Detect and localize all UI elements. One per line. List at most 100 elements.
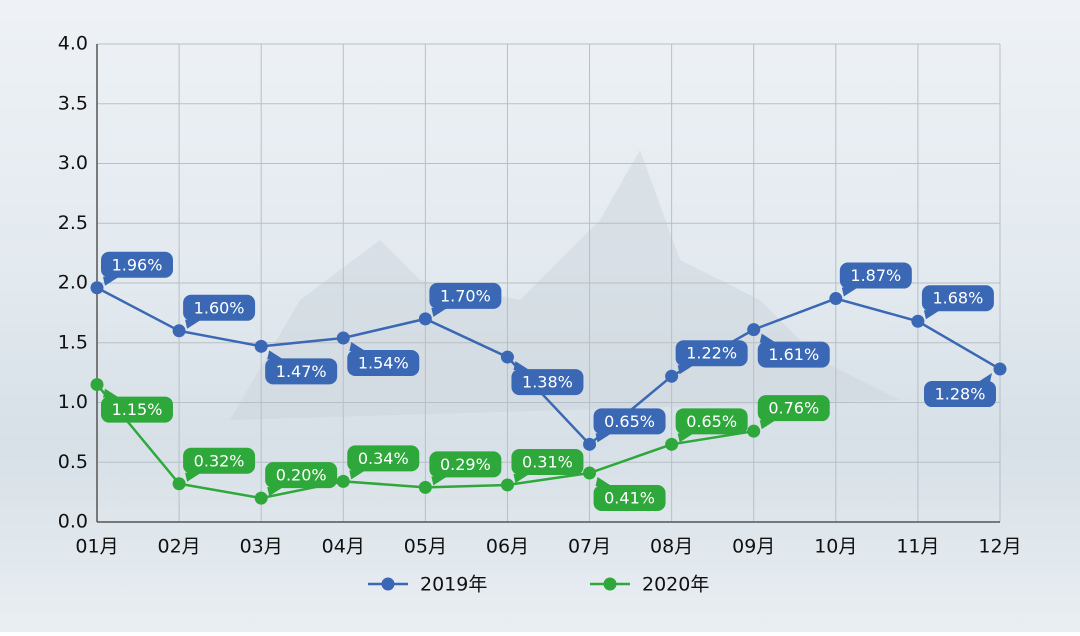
x-tick-label: 03月 xyxy=(240,536,283,558)
label-pointer xyxy=(431,307,448,317)
series-line xyxy=(96,286,1001,447)
data-point xyxy=(665,437,679,451)
legend-marker xyxy=(381,577,395,591)
label-pointer xyxy=(513,473,530,483)
label-pointer xyxy=(103,388,119,398)
data-label: 1.60% xyxy=(194,298,245,317)
x-tick-label: 10月 xyxy=(814,536,857,558)
label-pointer xyxy=(349,341,366,351)
data-label: 0.34% xyxy=(358,449,409,468)
data-label: 1.38% xyxy=(522,373,573,392)
y-tick-label: 2.0 xyxy=(58,272,88,294)
data-point xyxy=(747,424,761,438)
label-box xyxy=(183,447,256,474)
x-tick-label: 12月 xyxy=(978,536,1021,558)
label-pointer xyxy=(185,472,202,482)
label-box xyxy=(839,262,912,289)
data-label: 1.22% xyxy=(686,344,737,363)
data-point xyxy=(172,477,186,491)
label-pointer xyxy=(595,477,612,487)
y-tick-label: 3.5 xyxy=(58,92,88,114)
label-pointer xyxy=(103,276,119,286)
label-pointer xyxy=(978,373,992,383)
label-box xyxy=(347,445,420,472)
x-tick-label: 02月 xyxy=(157,536,200,558)
plot: 0.0 0.5 1.0 1.5 2.0 2.5 3.0 3.5 4.0 01月 02月 03月 04月 0… xyxy=(58,33,1022,596)
data-label: 0.41% xyxy=(604,489,655,508)
data-label: 0.65% xyxy=(686,412,737,431)
data-label: 1.47% xyxy=(276,362,327,381)
data-label: 1.70% xyxy=(440,286,491,305)
data-label: 1.61% xyxy=(768,345,819,364)
x-tick-label: 07月 xyxy=(568,536,611,558)
x-tick-label: 08月 xyxy=(650,536,693,558)
x-tick-label: 05月 xyxy=(404,536,447,558)
data-point xyxy=(254,491,268,505)
data-label: 0.32% xyxy=(194,451,245,470)
label-box xyxy=(675,340,748,367)
x-tick-label: 09月 xyxy=(732,536,775,558)
data-label: 0.31% xyxy=(522,452,573,471)
data-point xyxy=(829,292,843,306)
label-box xyxy=(347,349,420,376)
y-tick-label: 1.5 xyxy=(58,331,88,353)
label-box xyxy=(511,369,584,396)
data-point xyxy=(500,478,514,492)
label-box xyxy=(511,448,584,475)
data-point xyxy=(911,314,925,328)
y-tick-label: 0.0 xyxy=(58,511,88,533)
data-point xyxy=(90,281,104,295)
label-box xyxy=(101,251,173,278)
data-label: 1.96% xyxy=(112,255,163,274)
x-tick-label: 11月 xyxy=(896,536,939,558)
label-pointer xyxy=(923,310,940,320)
data-point xyxy=(336,474,350,488)
label-pointer xyxy=(759,420,776,430)
data-label: 1.87% xyxy=(850,266,901,285)
x-tick-label: 04月 xyxy=(322,536,365,558)
label-pointer xyxy=(267,350,284,360)
x-tick-label: 01月 xyxy=(75,536,118,558)
data-point xyxy=(254,339,268,353)
label-box xyxy=(101,396,173,423)
data-label: 1.54% xyxy=(358,353,409,372)
label-pointer xyxy=(513,361,530,371)
label-pointer xyxy=(759,333,776,343)
label-box xyxy=(675,408,748,435)
label-pointer xyxy=(841,287,858,297)
data-point xyxy=(747,323,761,337)
label-pointer xyxy=(677,433,694,443)
data-point xyxy=(993,362,1007,376)
label-pointer xyxy=(185,319,202,329)
label-box xyxy=(757,395,830,422)
data-label: 1.68% xyxy=(932,289,983,308)
y-tick-label: 3.0 xyxy=(58,152,88,174)
data-point xyxy=(665,369,679,383)
label-pointer xyxy=(677,365,694,375)
data-point xyxy=(418,480,432,494)
label-box xyxy=(593,485,666,512)
label-box xyxy=(429,451,502,478)
label-pointer xyxy=(431,476,448,486)
y-tick-label: 0.5 xyxy=(58,451,88,473)
y-tick-label: 2.5 xyxy=(58,212,88,234)
data-label: 0.20% xyxy=(276,466,327,485)
data-label: 0.76% xyxy=(768,399,819,418)
label-box xyxy=(265,358,338,385)
data-label: 0.29% xyxy=(440,455,491,474)
legend-marker xyxy=(603,577,617,591)
legend-label: 2019年 xyxy=(420,574,487,596)
data-point xyxy=(418,312,432,326)
data-point xyxy=(172,324,186,338)
data-point xyxy=(90,378,104,392)
data-point xyxy=(500,350,514,364)
label-box xyxy=(183,294,256,321)
data-label: 1.15% xyxy=(112,400,163,419)
y-tick-label: 4.0 xyxy=(58,33,88,55)
label-box xyxy=(924,381,996,408)
legend-label: 2020年 xyxy=(642,574,709,596)
label-box xyxy=(265,462,338,489)
label-box xyxy=(757,341,830,368)
